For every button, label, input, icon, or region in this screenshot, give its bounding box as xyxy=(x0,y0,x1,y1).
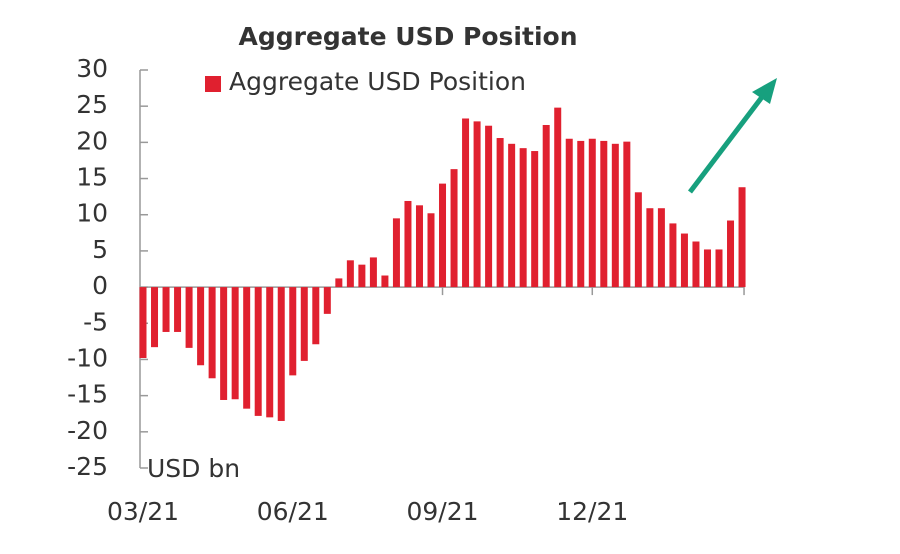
y-tick-label: 25 xyxy=(76,90,108,119)
annotation: USD bn xyxy=(147,454,240,483)
x-tick-label: 09/21 xyxy=(406,497,478,526)
bar xyxy=(162,287,170,332)
y-tick-label: -10 xyxy=(67,343,108,372)
bar xyxy=(531,151,539,288)
bar xyxy=(715,249,723,288)
bar xyxy=(266,287,274,418)
y-tick-label: -20 xyxy=(67,416,108,445)
bar xyxy=(358,264,366,288)
bar xyxy=(692,241,700,288)
bar xyxy=(254,287,262,416)
y-tick-label: -15 xyxy=(67,380,108,409)
x-tick-label: 03/21 xyxy=(107,497,179,526)
bar xyxy=(381,275,389,288)
x-tick-label: 12/21 xyxy=(556,497,628,526)
bar xyxy=(646,208,654,288)
x-tick-label: 06/21 xyxy=(257,497,329,526)
bar xyxy=(312,287,320,345)
bar xyxy=(600,140,608,288)
chart-title: Aggregate USD Position xyxy=(238,22,577,51)
bar xyxy=(554,107,562,288)
bar xyxy=(323,287,331,314)
bar xyxy=(669,223,677,288)
bar xyxy=(738,187,746,288)
bar xyxy=(346,260,354,288)
bar xyxy=(277,287,285,421)
bar xyxy=(289,287,297,376)
bar xyxy=(577,140,585,288)
bar xyxy=(300,287,308,361)
bar xyxy=(427,213,435,288)
legend-swatch xyxy=(205,76,221,92)
bar xyxy=(243,287,251,409)
bar xyxy=(680,233,688,288)
y-tick-label: 10 xyxy=(76,199,108,228)
bar xyxy=(462,118,470,288)
bar xyxy=(151,287,159,348)
bar xyxy=(208,287,216,379)
bar xyxy=(439,183,447,288)
bar xyxy=(220,287,228,400)
bar xyxy=(508,143,516,288)
bar xyxy=(185,287,193,348)
bar xyxy=(727,220,735,288)
bar xyxy=(473,121,481,288)
bar xyxy=(496,138,504,288)
y-tick-label: -25 xyxy=(67,452,108,481)
bar xyxy=(369,257,377,288)
bar xyxy=(519,148,527,288)
y-tick-label: -5 xyxy=(83,307,108,336)
y-tick-label: 30 xyxy=(76,54,108,83)
bar xyxy=(174,287,182,332)
bar xyxy=(415,205,423,288)
bar xyxy=(623,141,631,288)
bar xyxy=(139,287,147,359)
bar xyxy=(197,287,205,366)
bar xyxy=(335,278,343,288)
bar xyxy=(404,200,412,288)
bar xyxy=(634,192,642,288)
bar xyxy=(611,143,619,288)
bar xyxy=(485,125,493,288)
y-tick-label: 20 xyxy=(76,126,108,155)
bar xyxy=(703,249,711,288)
bar xyxy=(392,218,400,288)
y-tick-label: 5 xyxy=(92,235,108,264)
bar xyxy=(588,138,596,288)
bar xyxy=(450,169,458,288)
y-tick-label: 15 xyxy=(76,163,108,192)
legend-label: Aggregate USD Position xyxy=(229,67,526,96)
y-tick-label: 0 xyxy=(92,271,108,300)
bar xyxy=(542,124,550,288)
bar xyxy=(565,138,573,288)
bar xyxy=(657,208,665,288)
arrow xyxy=(688,78,777,194)
bar xyxy=(231,287,239,400)
